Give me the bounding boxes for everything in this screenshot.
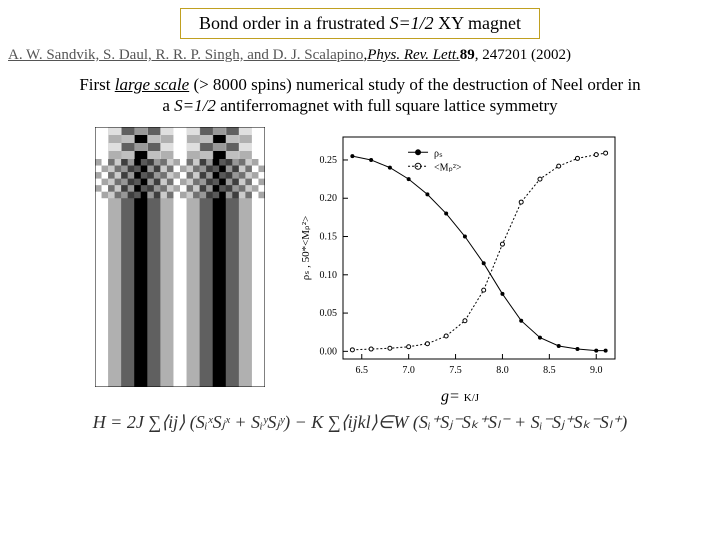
title-spin: S=1/2	[389, 13, 433, 33]
desc-1c: (> 8000 spins) numerical study of the de…	[189, 75, 640, 94]
svg-text:0.10: 0.10	[320, 269, 338, 280]
svg-text:ρₛ: ρₛ	[434, 148, 443, 159]
figures-row: 6.5 7.0 7.5 8.0 8.5 9.0 0.00 0.05 0.10 0.15 0.20 0.…	[8, 127, 712, 406]
svg-text:0.15: 0.15	[320, 231, 338, 242]
g-equals: g=	[441, 388, 460, 405]
citation: A. W. Sandvik, S. Daul, R. R. P. Singh, …	[8, 47, 712, 64]
title-box: Bond order in a frustrated S=1/2 XY magn…	[180, 8, 540, 39]
xlabel-kj: K/J	[464, 392, 479, 404]
svg-text:ρₛ , 50*<Mₚ²>: ρₛ , 50*<Mₚ²>	[300, 215, 312, 280]
desc-2a: a	[162, 96, 174, 115]
citation-volume: 89	[460, 47, 475, 64]
svg-text:9.0: 9.0	[590, 365, 603, 376]
svg-text:0.25: 0.25	[320, 154, 338, 165]
desc-1a: First	[79, 75, 114, 94]
citation-rest: , 247201 (2002)	[475, 47, 571, 64]
svg-text:7.5: 7.5	[449, 365, 462, 376]
description: First large scale (> 8000 spins) numeric…	[38, 74, 682, 117]
chart-wrap: 6.5 7.0 7.5 8.0 8.5 9.0 0.00 0.05 0.10 0.15 0.20 0.…	[295, 127, 625, 406]
line-chart: 6.5 7.0 7.5 8.0 8.5 9.0 0.00 0.05 0.10 0.15 0.20 0.…	[295, 127, 625, 387]
svg-text:0.05: 0.05	[320, 308, 338, 319]
svg-text:8.5: 8.5	[543, 365, 556, 376]
lattice-figure	[95, 127, 265, 387]
citation-authors: A. W. Sandvik, S. Daul, R. R. P. Singh, …	[8, 47, 363, 63]
desc-1b: large scale	[115, 75, 189, 94]
title-suffix: XY magnet	[434, 13, 521, 33]
svg-text:8.0: 8.0	[496, 365, 509, 376]
desc-2c: antiferromagnet with full square lattice…	[216, 96, 558, 115]
desc-2b: S=1/2	[174, 96, 216, 115]
title-prefix: Bond order in a frustrated	[199, 13, 389, 33]
svg-text:6.5: 6.5	[356, 365, 369, 376]
svg-text:0.00: 0.00	[320, 346, 338, 357]
svg-text:0.20: 0.20	[320, 193, 338, 204]
svg-text:7.0: 7.0	[402, 365, 415, 376]
xlabel-row: g= K/J	[295, 388, 625, 406]
svg-text:<Mₚ²>: <Mₚ²>	[434, 162, 462, 173]
citation-journal: Phys. Rev. Lett.	[367, 47, 460, 63]
hamiltonian: H = 2J ∑⟨ij⟩ (SᵢˣSⱼˣ + SᵢʸSⱼʸ) − K ∑⟨ijk…	[8, 412, 712, 433]
